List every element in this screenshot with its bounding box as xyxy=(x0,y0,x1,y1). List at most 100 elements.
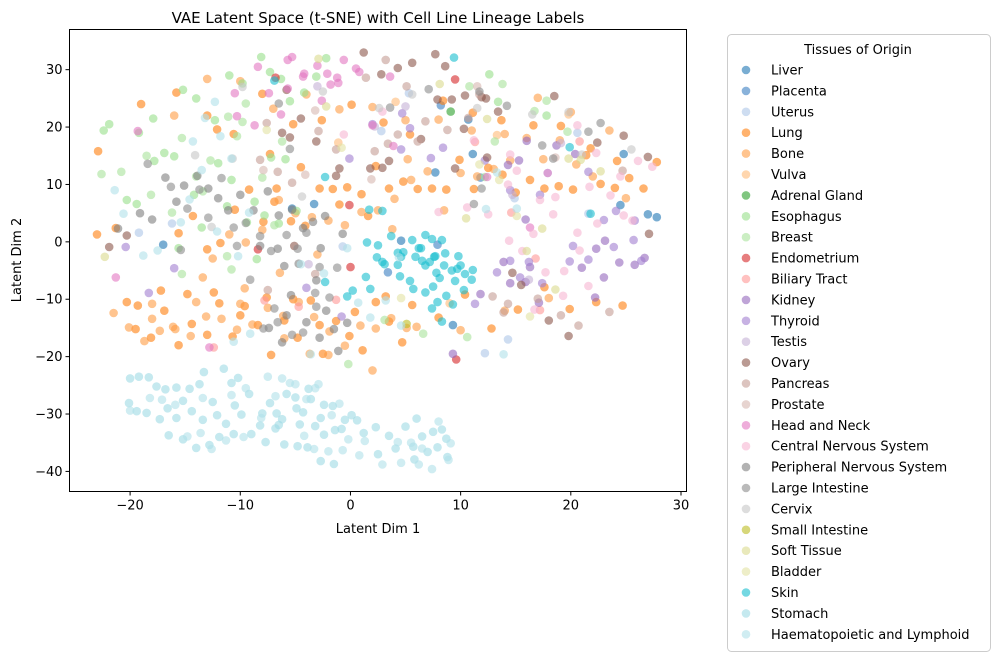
legend-label: Esophagus xyxy=(771,210,842,225)
scatter-point xyxy=(230,88,240,98)
scatter-point xyxy=(160,148,169,158)
scatter-point xyxy=(314,379,323,389)
scatter-point xyxy=(321,53,331,63)
legend-label: Kidney xyxy=(771,293,816,308)
scatter-point xyxy=(342,183,352,192)
scatter-point xyxy=(161,173,170,182)
scatter-point xyxy=(361,73,371,82)
scatter-point xyxy=(296,259,306,269)
scatter-point xyxy=(556,311,566,320)
scatter-point xyxy=(312,276,321,285)
scatter-point xyxy=(528,110,537,119)
scatter-point xyxy=(227,378,236,388)
scatter-point xyxy=(345,200,354,210)
scatter-point xyxy=(433,443,442,452)
scatter-point xyxy=(177,133,187,143)
scatter-point xyxy=(508,268,517,278)
scatter-point xyxy=(269,104,278,113)
scatter-point xyxy=(396,321,406,330)
scatter-point xyxy=(386,313,396,323)
scatter-point xyxy=(338,445,348,455)
y-axis: −40 −30 −20 −10 0 10 20 30 xyxy=(35,63,70,480)
legend-label: Biliary Tract xyxy=(771,273,847,288)
scatter-point xyxy=(366,284,375,294)
scatter-point xyxy=(405,123,415,133)
scatter-point xyxy=(273,167,283,177)
scatter-point xyxy=(258,173,267,182)
scatter-point xyxy=(255,155,265,165)
scatter-point xyxy=(215,432,224,442)
scatter-point xyxy=(600,236,610,245)
scatter-point xyxy=(147,215,157,224)
scatter-point xyxy=(178,396,188,406)
scatter-point xyxy=(280,261,289,271)
scatter-point xyxy=(492,168,502,177)
scatter-point xyxy=(304,384,313,394)
scatter-point xyxy=(302,228,311,237)
scatter-point xyxy=(612,156,622,166)
scatter-point xyxy=(366,313,375,322)
scatter-point xyxy=(287,205,297,214)
scatter-point xyxy=(136,99,146,109)
scatter-point xyxy=(427,304,437,313)
scatter-point xyxy=(384,184,394,193)
scatter-point xyxy=(146,333,156,343)
scatter-point xyxy=(241,99,251,108)
scatter-point xyxy=(188,211,198,221)
scatter-point xyxy=(393,63,403,73)
scatter-point xyxy=(299,431,309,441)
scatter-point xyxy=(225,71,234,80)
scatter-point xyxy=(494,175,504,185)
scatter-point xyxy=(437,317,447,326)
scatter-point xyxy=(142,408,151,418)
legend-marker xyxy=(741,358,751,367)
scatter-point xyxy=(476,289,485,299)
legend-label: Cervix xyxy=(771,502,813,517)
scatter-point xyxy=(327,410,337,420)
scatter-point xyxy=(357,189,366,199)
scatter-point xyxy=(416,243,426,253)
scatter-point xyxy=(153,246,162,255)
scatter-point xyxy=(426,153,436,163)
scatter-point xyxy=(467,126,477,135)
scatter-point xyxy=(374,103,384,113)
scatter-point xyxy=(403,154,413,164)
scatter-point xyxy=(359,48,369,57)
legend-label: Prostate xyxy=(771,398,825,413)
scatter-point xyxy=(421,230,430,240)
scatter-point xyxy=(191,297,201,307)
scatter-point xyxy=(339,55,349,65)
scatter-point xyxy=(347,100,356,109)
scatter-point xyxy=(456,261,465,270)
scatter-point xyxy=(277,338,287,347)
scatter-point xyxy=(244,185,254,194)
y-tick-label: 20 xyxy=(46,121,63,136)
scatter-point xyxy=(446,439,456,448)
scatter-point xyxy=(503,299,513,309)
scatter-point xyxy=(575,246,584,255)
legend-label: Head and Neck xyxy=(771,419,871,434)
legend-marker xyxy=(741,191,751,200)
scatter-point xyxy=(271,391,280,401)
scatter-point xyxy=(99,126,108,135)
scatter-point xyxy=(535,195,545,205)
scatter-point xyxy=(433,297,442,307)
scatter-point xyxy=(282,230,291,240)
scatter-point xyxy=(537,224,547,233)
scatter-point xyxy=(355,451,364,460)
scatter-point xyxy=(187,406,197,416)
scatter-point xyxy=(262,125,272,135)
scatter-point xyxy=(596,179,605,189)
scatter-point xyxy=(266,246,276,256)
scatter-point xyxy=(407,58,417,68)
scatter-point xyxy=(286,216,296,226)
scatter-point xyxy=(198,393,208,403)
scatter-point xyxy=(258,89,267,99)
scatter-point xyxy=(530,305,539,314)
scatter-point xyxy=(615,258,624,267)
scatter-point xyxy=(132,406,141,416)
scatter-point xyxy=(330,425,340,435)
scatter-point xyxy=(227,154,236,163)
scatter-point xyxy=(146,190,156,200)
y-tick-label: −20 xyxy=(35,350,62,365)
